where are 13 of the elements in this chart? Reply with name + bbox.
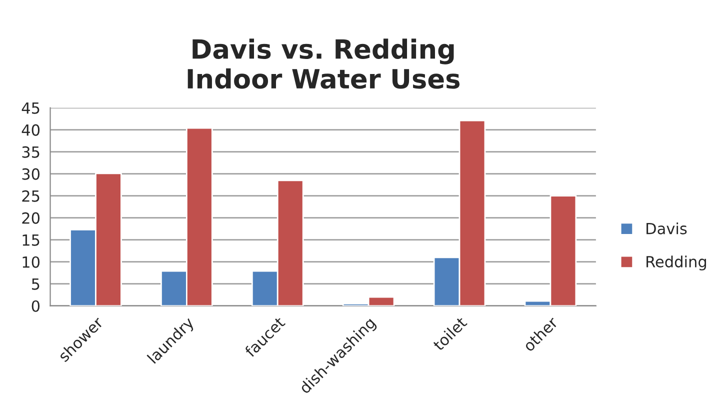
- y-tick-label: 35: [22, 146, 40, 158]
- y-tick-label: 25: [22, 190, 40, 202]
- y-tick-label: 45: [22, 102, 40, 114]
- y-tick-label: 40: [22, 124, 40, 136]
- chart-title: Davis vs. Redding Indoor Water Uses: [188, 38, 460, 89]
- legend-label: Davis: [646, 222, 687, 234]
- y-tick-label: 20: [22, 212, 40, 224]
- y-tick-label: 0: [32, 300, 40, 312]
- legend-label: Redding: [646, 256, 706, 270]
- y-tick-label: 10: [22, 256, 40, 268]
- y-tick-label: 30: [22, 168, 40, 180]
- y-tick-label: 5: [32, 278, 40, 290]
- y-tick-label: 15: [22, 234, 40, 246]
